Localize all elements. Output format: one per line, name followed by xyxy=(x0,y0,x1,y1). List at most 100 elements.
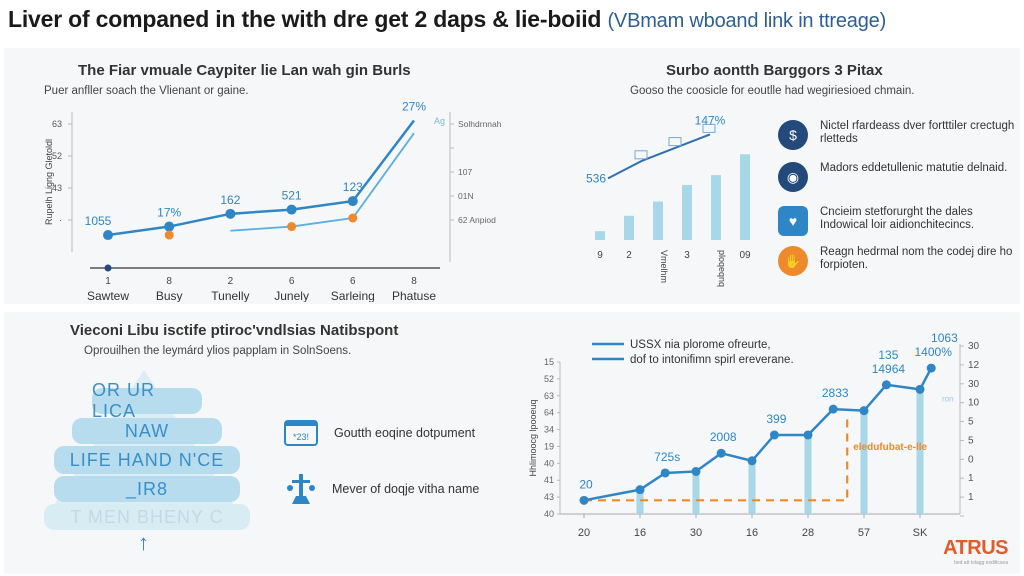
data-label: 2008 xyxy=(710,430,737,444)
threshold-line xyxy=(584,416,849,502)
bottom-panel: Vieconi Libu isctife ptiroc'vndlsias Nat… xyxy=(4,312,1020,574)
x-tick-label: 3 xyxy=(684,250,690,261)
pyramid-level: NAW xyxy=(72,418,222,444)
y-tick-label: 64 xyxy=(544,408,554,418)
title-link[interactable]: (VBmam wboand link in ttreage) xyxy=(607,10,887,32)
data-point xyxy=(881,380,891,390)
trend-line xyxy=(607,133,711,180)
data-point xyxy=(803,430,813,440)
x-tick-number: 6 xyxy=(289,276,295,287)
data-label: 725s xyxy=(654,450,680,464)
line-chart-top-left: 63 52 43 · Solhdrnnah 107 01N 62 Anpiod Rupelh L… xyxy=(44,102,502,302)
y-tick-label: 15 xyxy=(544,357,554,367)
right-tag: ron xyxy=(942,395,954,404)
legend-label: USSX nia plorome ofreurte, xyxy=(630,339,771,351)
y-tick-label: · xyxy=(59,215,62,225)
gear-heart-icon: ♥ xyxy=(778,206,808,236)
y-tick-right-label: 1 xyxy=(968,473,974,484)
series-line-primary xyxy=(107,119,415,237)
data-point xyxy=(579,495,589,505)
data-label: 123 xyxy=(343,180,363,194)
logo-tagline: bed att tolagg esdiltcsea xyxy=(954,560,1008,566)
x-tick-number: 8 xyxy=(411,276,417,287)
data-point xyxy=(915,384,925,394)
x-tick-label: 9 xyxy=(597,250,603,261)
bar-chart-top-right: 9 2 Vmelhm 3 ploqeqnq 09 536 147% xyxy=(586,113,751,287)
x-tick-label: 57 xyxy=(858,527,870,539)
data-point xyxy=(635,485,645,495)
money-marker-icon xyxy=(634,150,648,160)
svg-text:*23!: *23! xyxy=(293,432,309,442)
x-tick-label: Busy xyxy=(156,289,183,302)
data-point xyxy=(164,221,175,232)
bar xyxy=(636,489,644,514)
y-tick-right-label: Solhdrnnah xyxy=(458,119,502,129)
up-arrow-icon: ↑ xyxy=(138,530,149,555)
data-label: 2833 xyxy=(822,386,849,400)
data-point xyxy=(828,404,838,414)
side-item: Mever of doqje vitha name xyxy=(286,472,479,506)
data-label: 135 xyxy=(878,348,898,362)
feature-item: ◉ Madors eddetullenic matutie delnaid. xyxy=(778,162,1020,192)
y-tick-label: 63 xyxy=(544,391,554,401)
data-point xyxy=(225,208,236,219)
y-tick-label: 43 xyxy=(52,183,62,193)
y-tick-label: 63 xyxy=(52,119,62,129)
line-chart-bottom-right: 15 52 63 64 34 19 40 41 43 40 30 12 30 10 5 5 0 1 1 Hhlimoo… xyxy=(528,332,980,539)
x-tick-label: 28 xyxy=(802,527,814,539)
feature-item: ♥ Cncieim stetforurght the dales Indowic… xyxy=(778,206,1020,236)
y-tick-label: 40 xyxy=(544,509,554,519)
y-tick-label: 40 xyxy=(544,458,554,468)
data-point xyxy=(347,196,358,207)
top-left-description: Puer anfller soach the Vlienant or gaine… xyxy=(44,85,249,97)
y-tick-label: 34 xyxy=(544,425,554,435)
x-tick-number: 6 xyxy=(350,276,356,287)
threshold-label: eledufubat-e-lle xyxy=(853,442,927,453)
bar xyxy=(692,471,700,514)
pyramid-level: OR UR LICA xyxy=(92,380,202,421)
bottom-left-description: Oprouilhen the leymárd ylios papplam in … xyxy=(84,345,352,357)
series-line-secondary xyxy=(230,132,415,232)
x-tick-label: Junely xyxy=(274,289,309,302)
end-label: Ag xyxy=(434,116,445,126)
top-panel: The Fiar vmuale Caypiter lie Lan wah gin… xyxy=(4,48,1020,304)
data-label: 1400% xyxy=(915,345,953,359)
data-label: 162 xyxy=(220,193,240,207)
feature-item: $ Nictel rfardeass dver fortttiler crect… xyxy=(778,120,1020,150)
data-point xyxy=(164,230,174,240)
data-label: 17% xyxy=(157,206,181,220)
y-tick-label: 52 xyxy=(52,151,62,161)
bar xyxy=(916,389,924,514)
bar xyxy=(740,154,750,240)
x-tick-label: 16 xyxy=(634,527,646,539)
top-right-description: Gooso the coosicle for eoutlle had wegir… xyxy=(630,85,915,97)
x-tick-label: Sawtew xyxy=(87,289,129,302)
data-point xyxy=(926,363,936,373)
x-tick-number: 1 xyxy=(105,276,111,287)
side-item: *23! Goutth eoqine dotpument xyxy=(284,420,475,446)
data-point xyxy=(287,222,297,232)
axis-origin-marker xyxy=(104,264,112,272)
y-tick-right-label: 0 xyxy=(968,454,974,465)
y-tick-right-label: 01N xyxy=(458,191,474,201)
y-axis-label: Rupelh Ligng Gletoldl xyxy=(44,139,54,225)
page-title: Liver of companed in the with dre get 2 … xyxy=(8,6,886,33)
top-left-title: The Fiar vmuale Caypiter lie Lan wah gin… xyxy=(78,62,411,79)
y-tick-right-label: 62 Anpiod xyxy=(458,215,496,225)
calendar-icon: *23! xyxy=(284,420,318,446)
x-tick-number: 2 xyxy=(228,276,234,287)
bar xyxy=(682,185,692,240)
y-tick-label: 52 xyxy=(544,374,554,384)
money-marker-icon xyxy=(702,123,716,133)
x-tick-label: Sarleing xyxy=(331,289,375,302)
scales-icon xyxy=(287,474,315,504)
data-point xyxy=(691,466,701,476)
data-point xyxy=(660,468,670,478)
bar xyxy=(711,175,721,240)
x-tick-label: 2 xyxy=(626,250,632,261)
data-point xyxy=(286,204,297,215)
money-marker-icon xyxy=(668,137,682,147)
feature-text: Madors eddetullenic matutie delnaid. xyxy=(820,162,1008,174)
y-tick-right-label: 12 xyxy=(968,360,980,371)
